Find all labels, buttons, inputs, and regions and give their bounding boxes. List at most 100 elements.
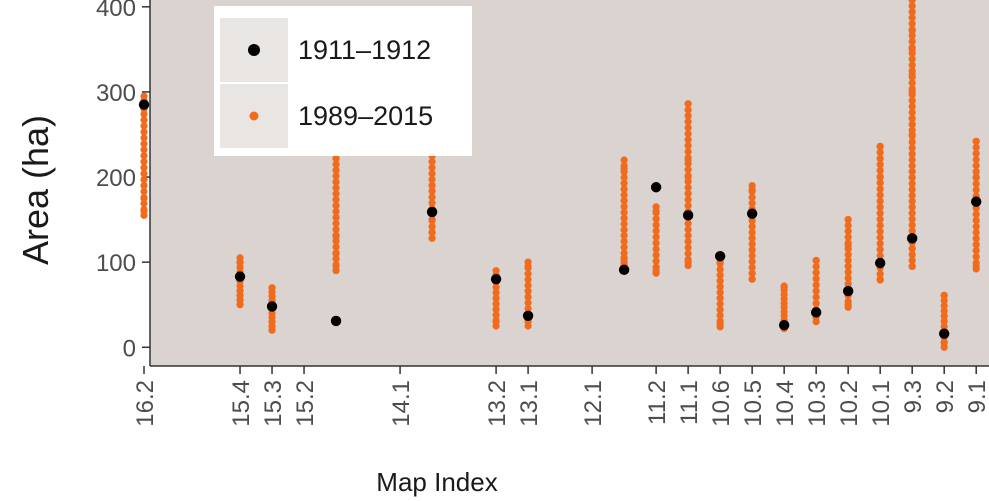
data-point-1989-2015	[492, 305, 500, 313]
data-point-1989-2015	[908, 138, 916, 146]
data-point-1989-2015	[620, 226, 628, 234]
x-tick-label: 15.3	[260, 380, 287, 427]
data-point-1989-2015	[876, 197, 884, 205]
data-point-1989-2015	[940, 317, 948, 325]
data-point-1911-1912	[778, 319, 790, 331]
data-point-1989-2015	[524, 299, 532, 307]
y-axis-title: Area (ha)	[15, 115, 56, 265]
data-point-1989-2015	[908, 0, 916, 4]
data-point-1911-1912	[810, 307, 822, 318]
data-point-1989-2015	[684, 130, 692, 138]
data-point-1989-2015	[908, 150, 916, 158]
data-point-1911-1912	[330, 315, 342, 327]
data-point-1989-2015	[684, 142, 692, 150]
data-point-1989-2015	[972, 186, 980, 194]
x-tick-label: 9.2	[932, 380, 959, 413]
y-tick-label: 200	[96, 165, 136, 192]
data-point-1989-2015	[652, 257, 660, 265]
data-point-1911-1912	[970, 196, 982, 207]
data-point-1911-1912	[618, 264, 630, 276]
data-point-1989-2015	[684, 190, 692, 198]
data-point-1989-2015	[908, 88, 916, 96]
data-point-1989-2015	[844, 301, 852, 309]
data-point-1989-2015	[332, 178, 340, 186]
data-point-1989-2015	[652, 245, 660, 253]
data-point-1989-2015	[332, 196, 340, 204]
data-point-1911-1912	[522, 310, 534, 321]
data-point-1989-2015	[620, 202, 628, 211]
data-point-1989-2015	[748, 186, 756, 194]
legend-label-1989: 1989–2015	[298, 101, 433, 131]
data-point-1989-2015	[524, 304, 532, 313]
data-point-1989-2015	[524, 275, 532, 284]
data-point-1989-2015	[428, 234, 436, 242]
data-point-1989-2015	[652, 207, 660, 215]
y-tick-label: 400	[96, 0, 136, 22]
y-tick-label: 0	[123, 335, 136, 362]
data-point-1989-2015	[428, 216, 436, 224]
data-point-1989-2015	[908, 71, 916, 79]
data-point-1989-2015	[684, 166, 692, 174]
data-point-1989-2015	[684, 106, 692, 114]
data-point-1989-2015	[972, 137, 980, 145]
data-point-1989-2015	[492, 318, 500, 326]
data-point-1989-2015	[332, 166, 340, 174]
data-point-1989-2015	[844, 216, 852, 224]
data-point-1989-2015	[876, 239, 884, 248]
x-tick-label: 11.2	[644, 380, 671, 425]
data-point-1989-2015	[332, 172, 340, 180]
data-point-1911-1912	[650, 182, 662, 193]
data-point-1989-2015	[876, 227, 884, 236]
data-point-1989-2015	[236, 296, 244, 305]
data-point-1989-2015	[876, 167, 884, 175]
data-point-1989-2015	[332, 243, 340, 251]
data-point-1989-2015	[620, 243, 628, 251]
data-point-1989-2015	[876, 275, 884, 283]
data-point-1989-2015	[876, 142, 884, 150]
data-point-1911-1912	[842, 285, 854, 297]
data-point-1989-2015	[972, 234, 980, 243]
data-point-1989-2015	[972, 162, 980, 170]
x-tick-label: 12.1	[580, 380, 607, 427]
data-point-1989-2015	[684, 156, 692, 164]
data-point-1989-2015	[332, 202, 340, 210]
x-tick-label: 15.4	[228, 380, 255, 427]
data-point-1989-2015	[428, 222, 436, 231]
data-point-1989-2015	[684, 184, 692, 192]
x-tick-label: 10.4	[772, 380, 799, 427]
data-point-1989-2015	[620, 164, 628, 173]
data-point-1989-2015	[492, 294, 500, 302]
data-point-1989-2015	[908, 79, 916, 87]
data-point-1989-2015	[332, 219, 340, 227]
data-point-1989-2015	[620, 254, 628, 262]
data-point-1989-2015	[844, 241, 852, 249]
data-point-1989-2015	[716, 306, 724, 314]
data-point-1989-2015	[748, 258, 756, 266]
data-point-1989-2015	[428, 193, 436, 201]
data-point-1989-2015	[780, 284, 788, 292]
legend-marker-1989	[249, 111, 259, 121]
data-point-1989-2015	[908, 20, 916, 28]
x-tick-label: 13.2	[484, 380, 511, 427]
data-point-1989-2015	[876, 215, 884, 223]
data-point-1989-2015	[716, 288, 724, 296]
x-tick-label: 10.1	[868, 380, 895, 427]
data-point-1989-2015	[428, 181, 436, 190]
data-point-1989-2015	[684, 249, 692, 258]
data-point-1989-2015	[844, 233, 852, 241]
data-point-1989-2015	[908, 102, 916, 111]
data-point-1989-2015	[972, 247, 980, 255]
data-point-1911-1912	[874, 257, 886, 269]
data-point-1989-2015	[140, 134, 148, 142]
data-point-1989-2015	[716, 271, 724, 279]
data-point-1989-2015	[140, 128, 148, 136]
data-point-1989-2015	[908, 144, 916, 152]
data-point-1989-2015	[812, 256, 820, 265]
data-point-1911-1912	[234, 271, 246, 282]
data-point-1911-1912	[682, 210, 694, 221]
data-point-1989-2015	[748, 246, 756, 254]
data-point-1989-2015	[876, 179, 884, 187]
data-point-1989-2015	[972, 155, 980, 164]
data-point-1989-2015	[908, 37, 916, 46]
